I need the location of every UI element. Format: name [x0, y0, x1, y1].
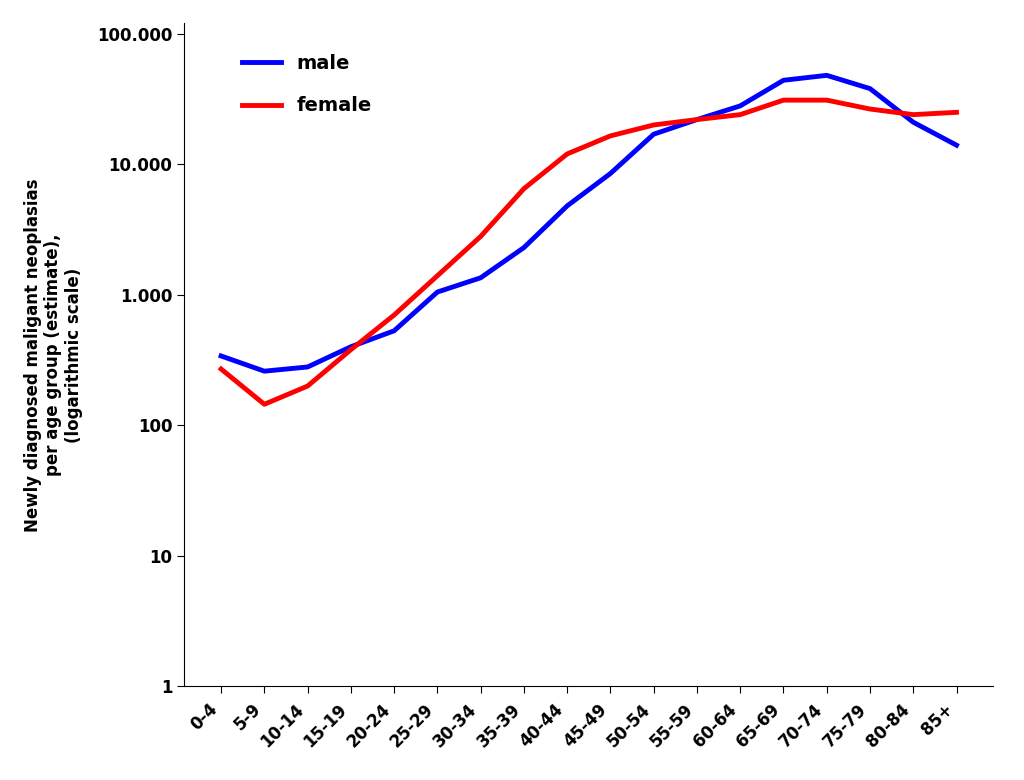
male [604, 168, 616, 178]
male [301, 362, 313, 371]
female [258, 399, 270, 409]
female [777, 95, 790, 105]
female [647, 120, 659, 129]
female [561, 149, 573, 158]
female [734, 110, 746, 119]
Legend: male, female: male, female [234, 46, 380, 123]
male [561, 201, 573, 211]
female [691, 115, 703, 124]
female [820, 95, 833, 105]
female [215, 364, 227, 374]
female [864, 105, 877, 114]
male [950, 140, 963, 150]
male [864, 84, 877, 94]
female [301, 381, 313, 391]
female [474, 232, 486, 241]
male [474, 273, 486, 282]
Y-axis label: Newly diagnosed maligant neoplasias
per age group (estimate),
(logarithmic scale: Newly diagnosed maligant neoplasias per … [24, 178, 83, 532]
male [734, 101, 746, 111]
female [345, 345, 357, 354]
Line: male: male [221, 76, 956, 371]
male [820, 71, 833, 80]
male [258, 367, 270, 376]
male [691, 115, 703, 124]
male [777, 76, 790, 85]
male [647, 129, 659, 139]
female [907, 110, 920, 119]
male [388, 326, 400, 335]
female [388, 310, 400, 320]
Line: female: female [221, 100, 956, 404]
female [518, 184, 530, 193]
male [345, 342, 357, 352]
male [518, 243, 530, 252]
female [604, 131, 616, 140]
female [950, 108, 963, 117]
male [215, 351, 227, 360]
male [431, 287, 443, 296]
female [431, 271, 443, 280]
male [907, 118, 920, 127]
